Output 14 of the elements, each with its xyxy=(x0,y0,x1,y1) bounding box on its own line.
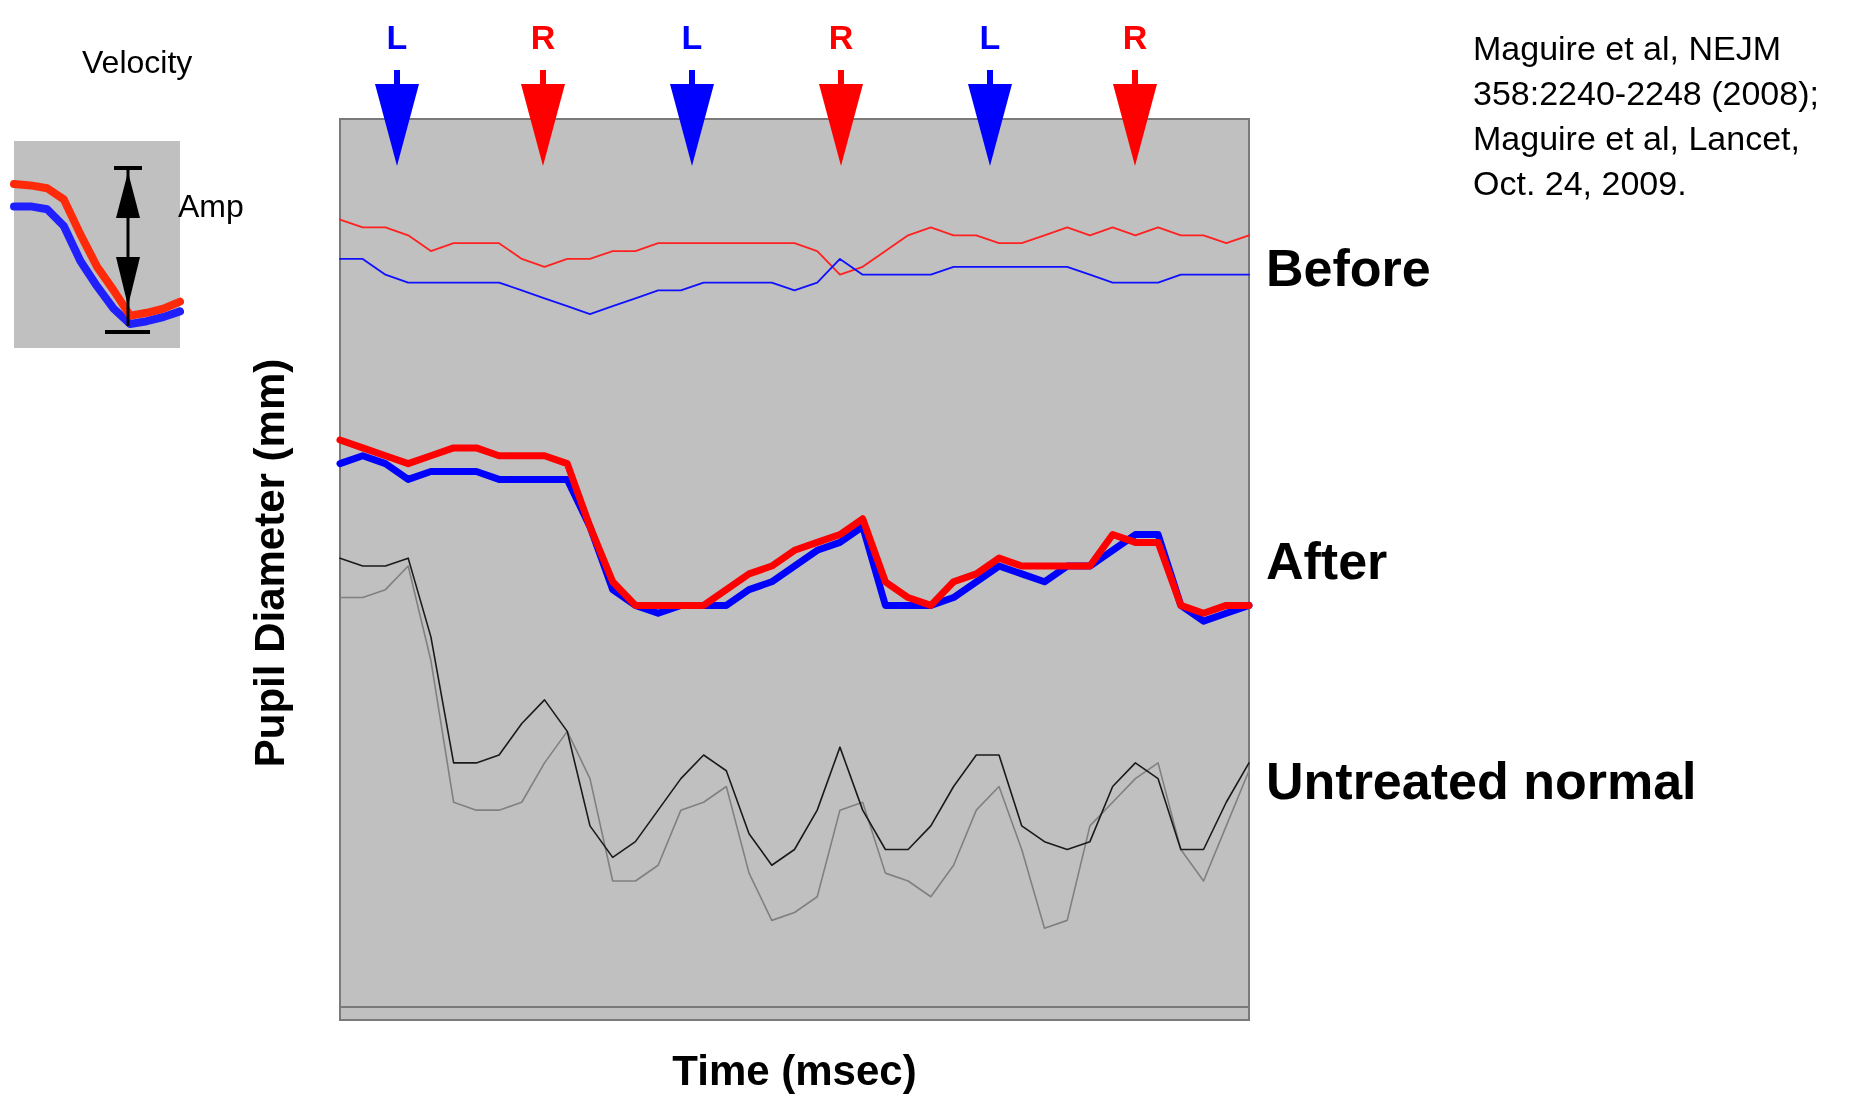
text: R xyxy=(1121,18,1149,57)
text: R xyxy=(529,18,557,57)
text: R xyxy=(827,18,855,57)
x-axis-title: Time (msec) xyxy=(672,1046,917,1094)
y-axis-title: Pupil Diameter (mm) xyxy=(245,358,293,768)
text: Untreated normal xyxy=(1266,751,1697,811)
text: After xyxy=(1266,531,1388,591)
text: L xyxy=(680,18,704,57)
text: Before xyxy=(1266,238,1431,298)
text: L xyxy=(978,18,1002,57)
annotation: Amp xyxy=(178,188,244,225)
text: L xyxy=(385,18,409,57)
text: Maguire et al, NEJM 358:2240-2248 (2008); Maguire et al, Lancet, Oct. 24, 2009. xyxy=(1473,28,1820,204)
text: Velocity xyxy=(82,44,193,81)
